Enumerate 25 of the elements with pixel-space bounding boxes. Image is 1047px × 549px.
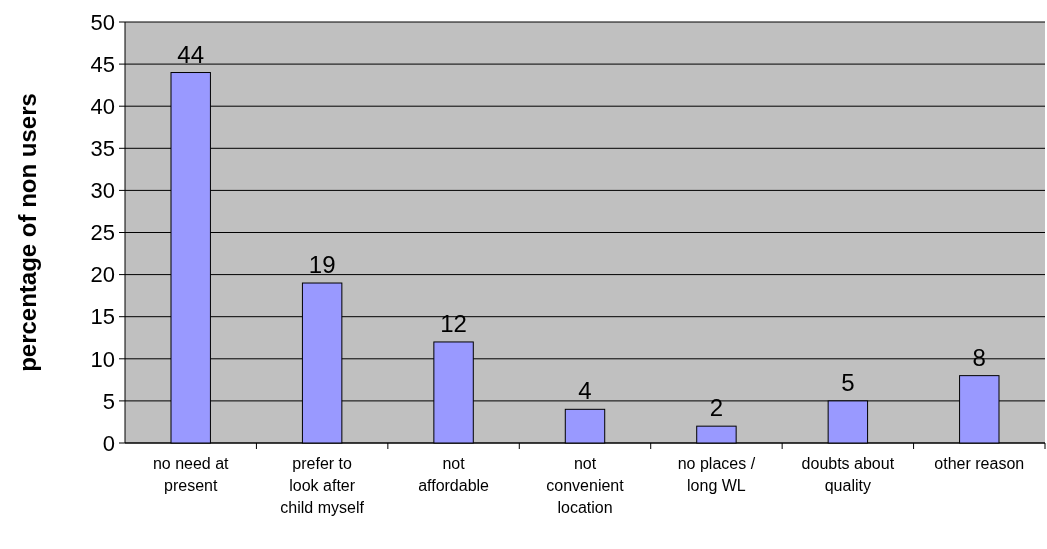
x-tick-label: no places / long WL xyxy=(677,455,756,494)
y-tick-label: 15 xyxy=(90,304,115,330)
data-label: 19 xyxy=(308,251,336,279)
y-tick-label: 45 xyxy=(90,51,115,77)
y-tick-label: 5 xyxy=(102,388,115,414)
y-tick-label: 30 xyxy=(90,178,115,204)
x-tick-label: prefer to look after child myself xyxy=(280,455,365,516)
y-tick-label: 35 xyxy=(90,136,115,161)
data-label: 4 xyxy=(578,377,592,405)
data-label: 44 xyxy=(177,40,205,68)
x-tick-label: no need at present xyxy=(152,455,230,494)
y-tick-label: 25 xyxy=(90,220,115,246)
x-tick-label: not convenient location xyxy=(546,455,625,516)
data-label: 5 xyxy=(841,368,855,396)
y-tick-label: 20 xyxy=(90,262,115,288)
y-tick-label: 10 xyxy=(90,346,115,372)
x-tick-label: other reason xyxy=(934,455,1025,472)
data-label: 2 xyxy=(709,394,724,422)
x-tick-label: doubts about quality xyxy=(801,455,895,494)
y-tick-label: 50 xyxy=(90,9,115,35)
y-tick-label: 0 xyxy=(102,430,115,456)
data-label: 12 xyxy=(440,309,467,337)
x-tick-label: not affordable xyxy=(418,455,490,494)
y-axis-title: percentage of non users xyxy=(14,93,41,372)
y-tick-label: 40 xyxy=(90,93,115,119)
